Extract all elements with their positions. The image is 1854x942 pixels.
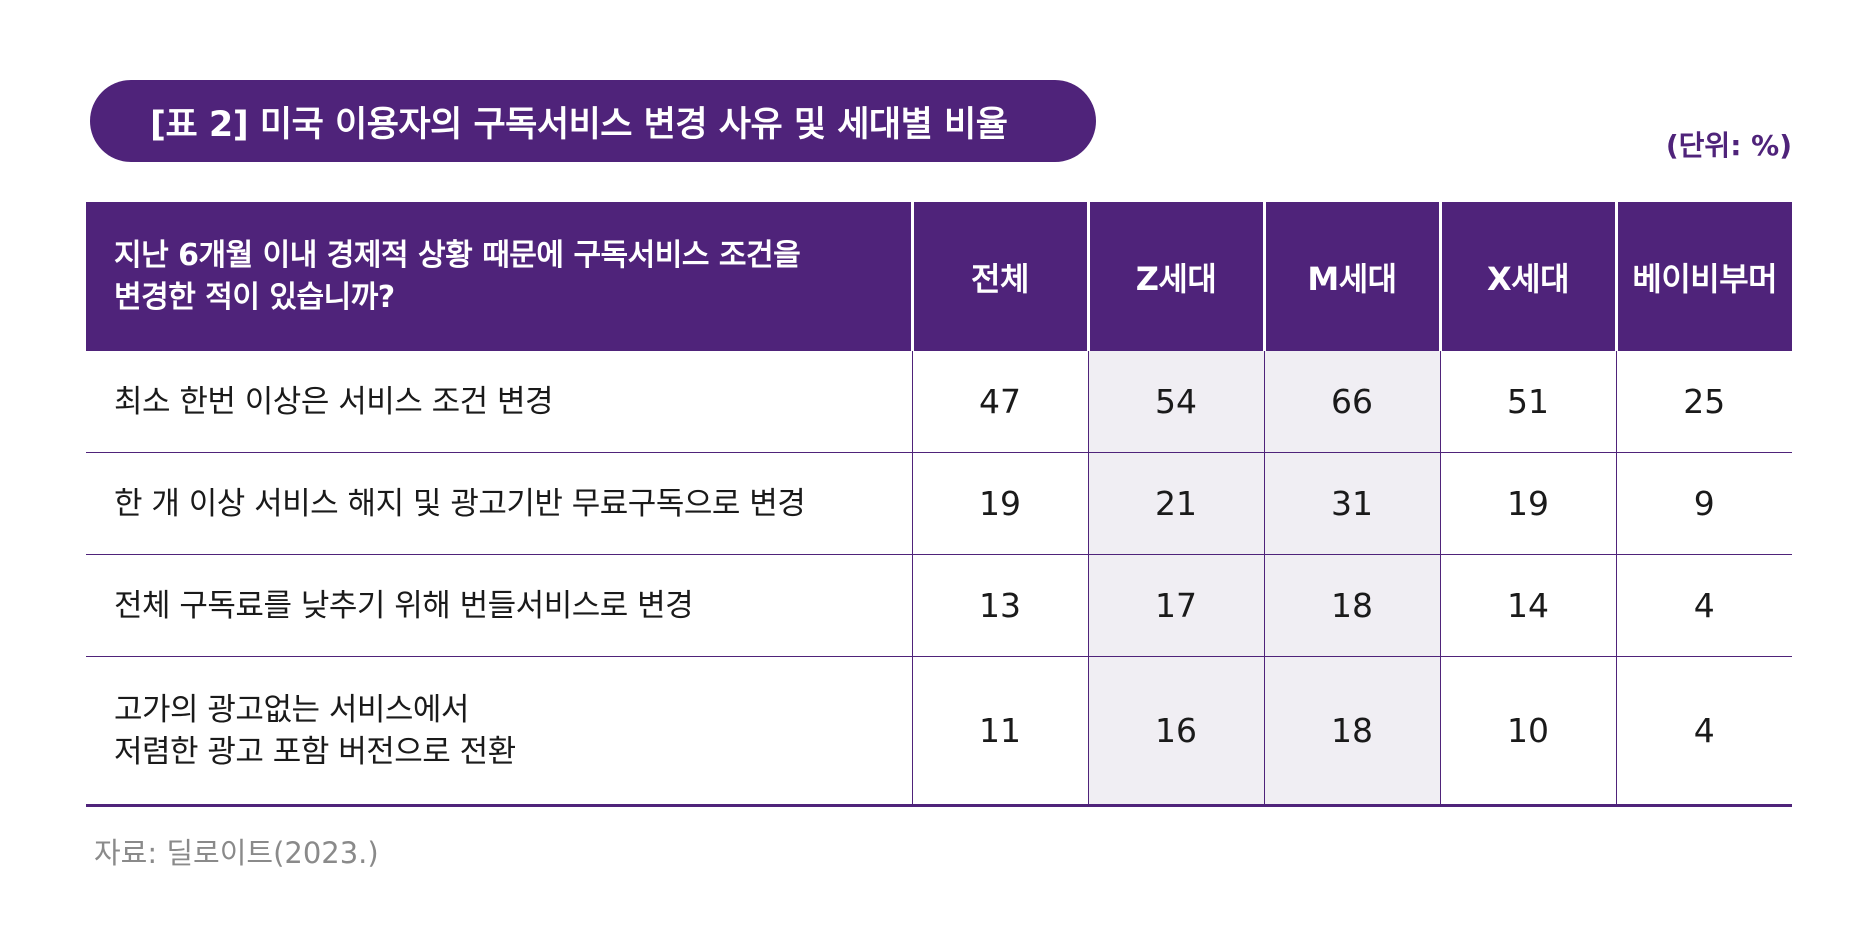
cell-baby-boomers: 9: [1615, 452, 1792, 555]
table-row: 고가의 광고없는 서비스에서 저렴한 광고 포함 버전으로 전환 11 16 1…: [86, 656, 1792, 807]
cell-total: 19: [911, 452, 1088, 555]
cell-gen-x: 14: [1439, 554, 1616, 657]
cell-baby-boomers: 4: [1615, 656, 1792, 807]
column-header-gen-x: X세대: [1438, 202, 1616, 351]
question-header: 지난 6개월 이내 경제적 상황 때문에 구독서비스 조건을 변경한 적이 있습…: [86, 202, 912, 351]
column-header-total: 전체: [910, 202, 1088, 351]
row-label: 고가의 광고없는 서비스에서 저렴한 광고 포함 버전으로 전환: [86, 656, 912, 807]
cell-gen-z: 21: [1087, 452, 1264, 555]
cell-total: 47: [911, 351, 1088, 453]
cell-millennials: 31: [1263, 452, 1440, 555]
column-header-gen-z: Z세대: [1086, 202, 1264, 351]
cell-baby-boomers: 4: [1615, 554, 1792, 657]
cell-millennials: 18: [1263, 656, 1440, 807]
cell-millennials: 18: [1263, 554, 1440, 657]
cell-millennials: 66: [1263, 351, 1440, 453]
column-header-baby-boomers: 베이비부머: [1614, 202, 1792, 351]
table-row: 한 개 이상 서비스 해지 및 광고기반 무료구독으로 변경 19 21 31 …: [86, 452, 1792, 555]
cell-total: 13: [911, 554, 1088, 657]
survey-table: 지난 6개월 이내 경제적 상황 때문에 구독서비스 조건을 변경한 적이 있습…: [86, 202, 1792, 807]
cell-gen-x: 51: [1439, 351, 1616, 453]
cell-baby-boomers: 25: [1615, 351, 1792, 453]
row-label: 한 개 이상 서비스 해지 및 광고기반 무료구독으로 변경: [86, 452, 912, 555]
row-label: 최소 한번 이상은 서비스 조건 변경: [86, 351, 912, 453]
column-header-millennials: M세대: [1262, 202, 1440, 351]
source-note: 자료: 딜로이트(2023.): [94, 836, 379, 870]
cell-gen-x: 19: [1439, 452, 1616, 555]
row-label: 전체 구독료를 낮추기 위해 번들서비스로 변경: [86, 554, 912, 657]
table-row: 전체 구독료를 낮추기 위해 번들서비스로 변경 13 17 18 14 4: [86, 554, 1792, 657]
cell-gen-x: 10: [1439, 656, 1616, 807]
table-title-text: [표 2] 미국 이용자의 구독서비스 변경 사유 및 세대별 비율: [150, 104, 1008, 145]
cell-gen-z: 17: [1087, 554, 1264, 657]
table-row: 최소 한번 이상은 서비스 조건 변경 47 54 66 51 25: [86, 351, 1792, 453]
cell-gen-z: 16: [1087, 656, 1264, 807]
cell-total: 11: [911, 656, 1088, 807]
question-line-2: 변경한 적이 있습니까?: [114, 279, 395, 315]
table-header-row: 지난 6개월 이내 경제적 상황 때문에 구독서비스 조건을 변경한 적이 있습…: [86, 202, 1792, 351]
question-line-1: 지난 6개월 이내 경제적 상황 때문에 구독서비스 조건을: [114, 237, 801, 273]
unit-note: (단위: %): [1665, 129, 1792, 162]
cell-gen-z: 54: [1087, 351, 1264, 453]
table-title: [표 2] 미국 이용자의 구독서비스 변경 사유 및 세대별 비율: [90, 80, 1096, 162]
